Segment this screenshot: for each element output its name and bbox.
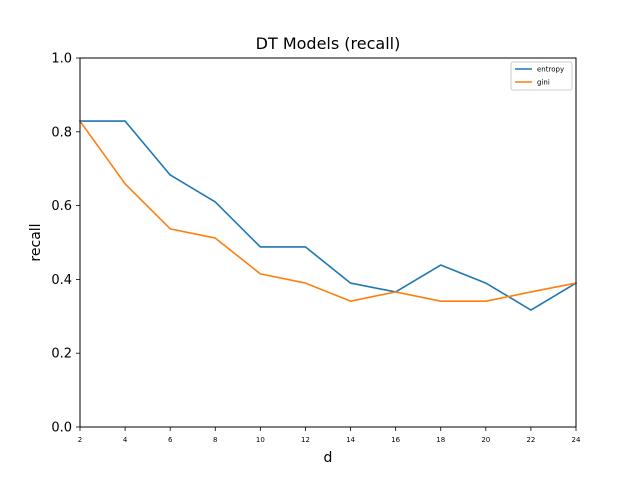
x-tick-label: 24: [572, 436, 581, 444]
x-tick-label: 18: [436, 436, 445, 444]
y-tick-label: 0.0: [51, 421, 72, 436]
chart-title: DT Models (recall): [256, 34, 401, 53]
x-tick-label: 22: [526, 436, 535, 444]
plot-area: [78, 57, 578, 428]
series-line-entropy: [79, 120, 578, 311]
x-tick-label: 10: [256, 436, 265, 444]
y-tick-label: 0.2: [51, 347, 72, 362]
x-tick-label: 6: [168, 436, 173, 444]
legend: entropy gini: [510, 61, 573, 91]
y-axis-label: recall: [28, 223, 44, 261]
y-tick-label: 1.0: [51, 52, 72, 67]
plot-frame: [79, 57, 577, 428]
x-tick-label: 16: [391, 436, 400, 444]
legend-label-entropy: entropy: [537, 66, 564, 74]
x-tick-label: 2: [78, 436, 82, 444]
series-layer: [78, 119, 578, 311]
y-tick-label: 0.6: [51, 199, 72, 214]
legend-label-gini: gini: [537, 79, 550, 87]
x-tick-label: 12: [301, 436, 310, 444]
y-axis-ticks: 0.0 0.2 0.4 0.6 0.8 1.0: [51, 52, 80, 436]
series-line-gini: [78, 119, 577, 302]
x-tick-label: 20: [481, 436, 490, 444]
y-tick-label: 0.4: [51, 273, 72, 288]
x-axis-label: d: [324, 450, 333, 466]
x-tick-label: 4: [123, 436, 128, 444]
x-tick-label: 14: [346, 436, 355, 444]
x-tick-label: 8: [213, 436, 217, 444]
x-axis-ticks: 2 4 6 8 10 12 14 16 18 20 22 24: [78, 427, 581, 444]
y-tick-label: 0.8: [51, 125, 72, 140]
